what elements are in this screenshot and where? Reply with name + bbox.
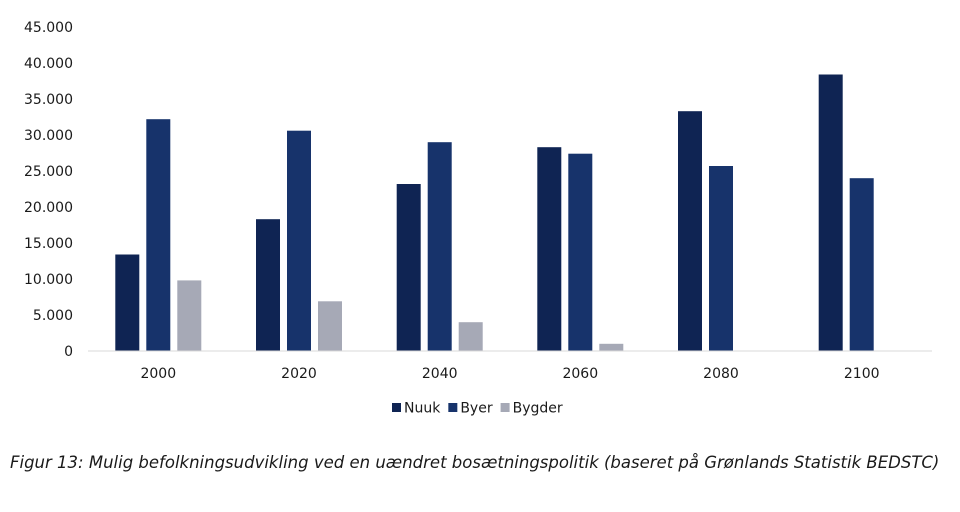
legend-label-bygder: Bygder — [513, 401, 563, 417]
bar-bygder-2000 — [177, 280, 202, 351]
x-tick-label-2000: 2000 — [140, 366, 176, 382]
bar-byer-2080 — [709, 166, 733, 351]
bar-nuuk-2040 — [396, 184, 421, 351]
bar-byer-2040 — [427, 142, 452, 351]
bar-byer-2000 — [146, 119, 171, 351]
bar-bygder-2020 — [318, 301, 342, 351]
bar-chart: 0 5.000 10.000 15.000 20.000 25.000 30.000 35.0… — [24, 20, 932, 417]
bar-bygder-2060 — [599, 343, 624, 351]
y-tick-label: 5.000 — [33, 308, 73, 324]
x-tick-label-2100: 2100 — [844, 366, 880, 382]
y-tick-label: 10.000 — [24, 272, 73, 288]
bar-byer-2060 — [568, 153, 593, 351]
bar-nuuk-2080 — [678, 111, 702, 351]
y-tick-label: 15.000 — [24, 236, 73, 252]
bar-bygder-2040 — [458, 322, 483, 351]
legend-swatch-byer — [448, 403, 458, 412]
y-tick-label: 20.000 — [24, 200, 73, 216]
legend-swatch-bygder — [500, 403, 510, 412]
y-tick-label: 30.000 — [24, 128, 73, 144]
legend-label-byer: Byer — [460, 401, 493, 417]
legend-swatch-nuuk — [392, 403, 401, 412]
bar-nuuk-2100 — [818, 74, 843, 351]
x-tick-label-2080: 2080 — [703, 366, 739, 382]
y-tick-label: 40.000 — [24, 56, 73, 72]
bar-nuuk-2060 — [537, 147, 562, 351]
x-tick-label-2060: 2060 — [562, 366, 598, 382]
x-tick-label-2040: 2040 — [422, 366, 458, 382]
bars-group — [115, 74, 874, 351]
bar-nuuk-2000 — [115, 254, 140, 351]
x-axis: 2000 2020 2040 2060 2080 2100 — [140, 366, 879, 382]
x-tick-label-2020: 2020 — [281, 366, 317, 382]
y-tick-label: 45.000 — [24, 20, 73, 36]
y-tick-label: 0 — [64, 344, 73, 360]
bar-nuuk-2020 — [256, 219, 280, 351]
legend-label-nuuk: Nuuk — [404, 401, 441, 417]
bar-byer-2020 — [287, 130, 311, 351]
y-tick-label: 25.000 — [24, 164, 73, 180]
y-axis: 0 5.000 10.000 15.000 20.000 25.000 30.000 35.0… — [24, 20, 73, 360]
y-tick-label: 35.000 — [24, 92, 73, 108]
figure-caption: Figur 13: Mulig befolkningsudvikling ved… — [10, 453, 940, 472]
bar-byer-2100 — [849, 178, 874, 351]
legend: Nuuk Byer Bygder — [392, 401, 563, 417]
